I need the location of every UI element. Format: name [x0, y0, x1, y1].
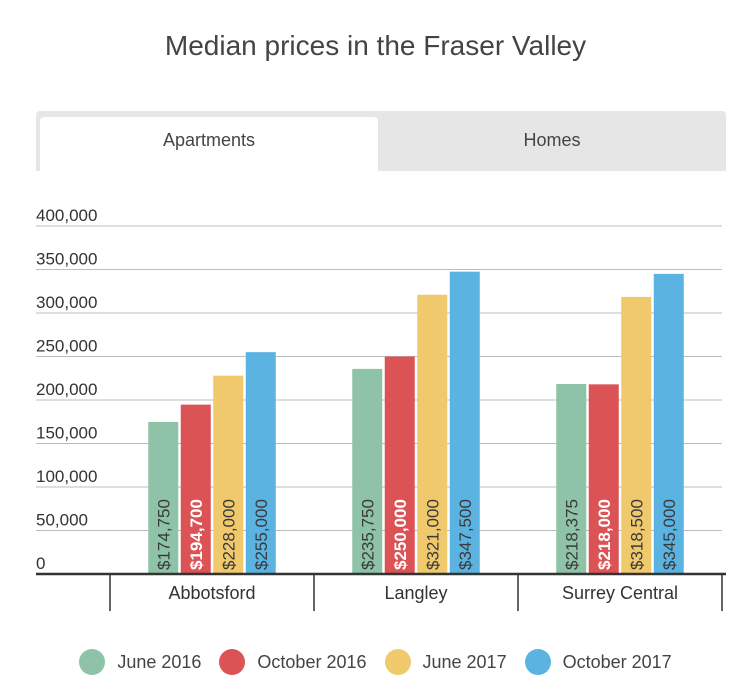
bar	[621, 296, 652, 574]
y-tick-label: 0	[36, 554, 45, 573]
tab-homes[interactable]: Homes	[523, 130, 581, 150]
legend-label: June 2016	[117, 651, 202, 672]
data-label: $174,750	[154, 499, 173, 570]
bar	[384, 356, 415, 574]
bar	[588, 384, 619, 574]
y-tick-label: 100,000	[36, 467, 97, 486]
legend-item-june-2017[interactable]: June 2017	[384, 649, 507, 675]
y-tick-label: 150,000	[36, 424, 97, 443]
bar	[449, 271, 480, 574]
data-label: $228,000	[219, 499, 238, 570]
data-label: $345,000	[660, 499, 679, 570]
data-label: $347,500	[456, 499, 475, 570]
bar	[556, 384, 587, 574]
bar	[352, 368, 383, 574]
tab-bar: Apartments Homes	[36, 111, 726, 171]
legend-swatch	[524, 649, 551, 675]
tab-apartments[interactable]: Apartments	[40, 117, 378, 171]
x-tick-label: Langley	[384, 583, 447, 603]
data-label: $250,000	[391, 499, 410, 570]
legend-label: October 2016	[257, 651, 367, 672]
data-label: $321,000	[423, 499, 442, 570]
bar	[417, 294, 448, 574]
legend-swatch	[219, 649, 246, 675]
chart-title: Median prices in the Fraser Valley	[164, 30, 587, 61]
y-tick-label: 350,000	[36, 250, 97, 269]
data-label: $255,000	[252, 499, 271, 570]
legend-label: June 2017	[422, 651, 507, 672]
y-tick-label: 50,000	[36, 511, 88, 530]
data-label: $194,700	[187, 499, 206, 570]
legend: June 2016 October 2016 June 2017 October…	[0, 646, 751, 678]
x-tick-label: Abbotsford	[168, 583, 255, 603]
bar	[245, 352, 276, 574]
legend-swatch	[384, 649, 411, 675]
y-tick-label: 400,000	[36, 206, 97, 225]
data-label: $218,375	[562, 499, 581, 570]
y-tick-label: 300,000	[36, 293, 97, 312]
bar	[148, 421, 179, 574]
legend-label: October 2017	[562, 651, 672, 672]
bar	[653, 273, 684, 574]
legend-item-june-2016[interactable]: June 2016	[79, 649, 201, 675]
legend-item-october-2017[interactable]: October 2017	[524, 649, 672, 675]
legend-swatch	[79, 649, 106, 675]
y-tick-label: 250,000	[36, 337, 97, 356]
bar	[180, 404, 211, 574]
data-label: $235,750	[358, 499, 377, 570]
x-tick-label: Surrey Central	[562, 583, 678, 603]
bar	[213, 375, 244, 574]
data-label: $318,500	[627, 499, 646, 570]
data-label: $218,000	[595, 499, 614, 570]
y-tick-label: 200,000	[36, 380, 97, 399]
legend-item-october-2016[interactable]: October 2016	[219, 649, 367, 675]
